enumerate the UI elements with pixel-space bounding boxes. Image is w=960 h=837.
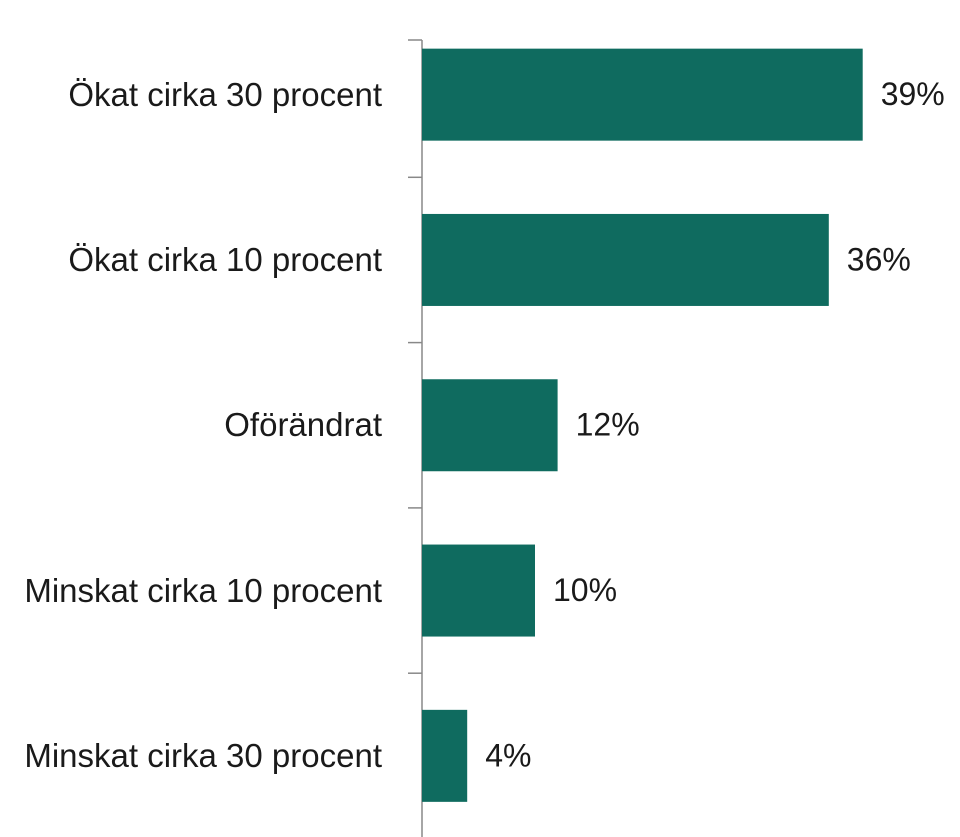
category-label: Oförändrat (224, 406, 382, 444)
value-label: 39% (881, 76, 945, 112)
value-label: 10% (553, 572, 617, 608)
bar (422, 709, 468, 802)
bar (422, 379, 558, 472)
value-label: 12% (576, 407, 640, 443)
category-label: Ökat cirka 10 procent (68, 240, 382, 278)
category-label: Minskat cirka 30 procent (24, 736, 382, 774)
bar (422, 544, 535, 637)
category-label: Minskat cirka 10 procent (24, 571, 382, 609)
bar (422, 48, 863, 141)
value-label: 4% (485, 737, 531, 773)
value-label: 36% (847, 241, 911, 277)
category-label: Ökat cirka 30 procent (68, 75, 382, 113)
bar (422, 213, 829, 306)
